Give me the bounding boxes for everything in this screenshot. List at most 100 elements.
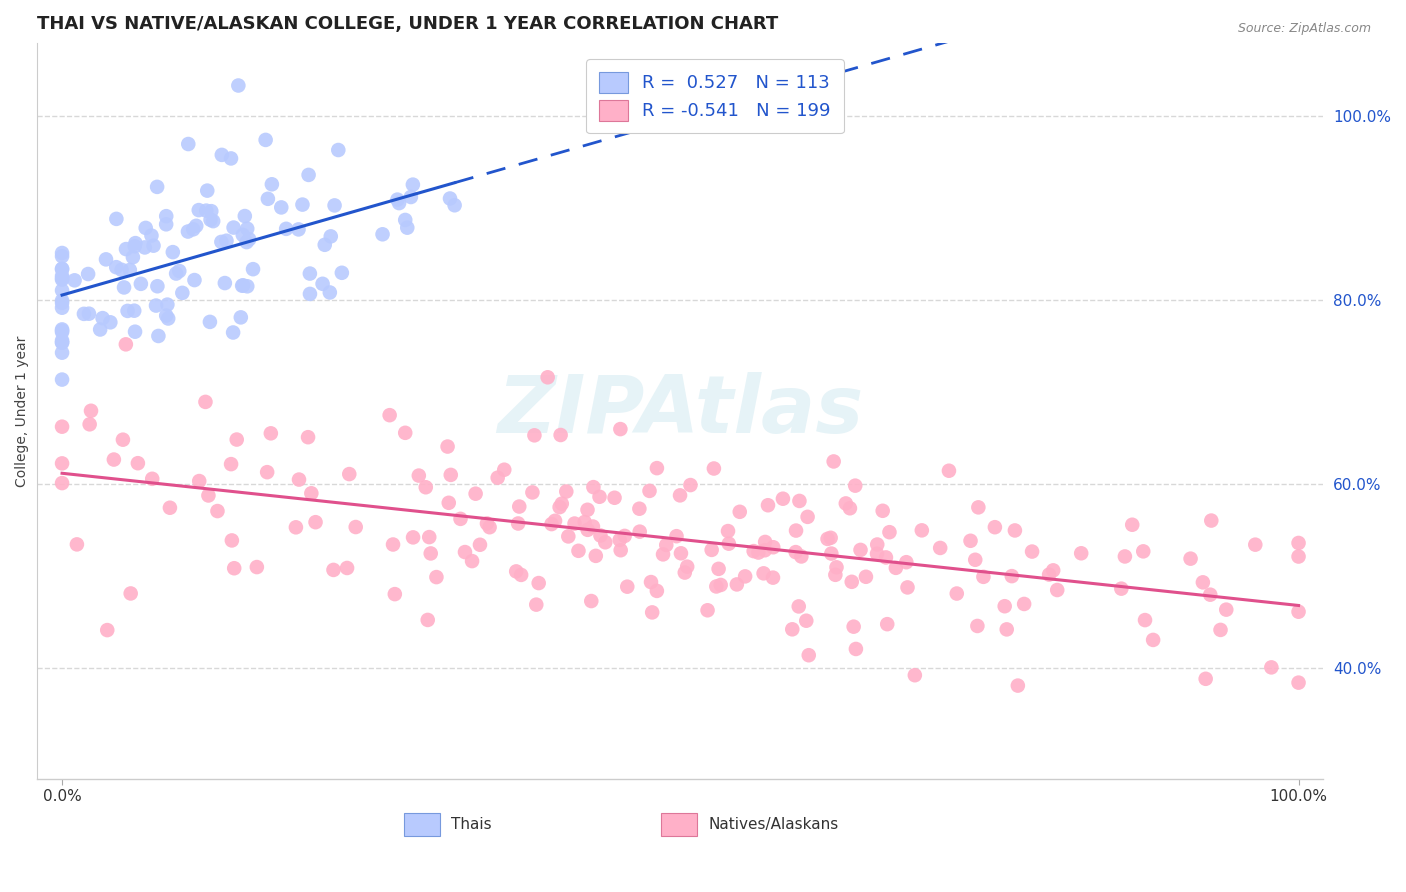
Point bbox=[270, 201, 292, 215]
Point bbox=[967, 500, 990, 515]
Point bbox=[415, 480, 437, 494]
Point bbox=[94, 252, 117, 267]
Point bbox=[238, 232, 260, 246]
Point bbox=[1133, 613, 1156, 627]
Point bbox=[839, 501, 862, 516]
Point bbox=[344, 520, 367, 534]
Point bbox=[387, 193, 409, 207]
Point bbox=[51, 293, 73, 308]
Point bbox=[129, 277, 152, 291]
Point bbox=[291, 197, 314, 211]
Text: ZIPAtlas: ZIPAtlas bbox=[498, 372, 863, 450]
Point bbox=[197, 488, 219, 502]
Point bbox=[51, 271, 73, 285]
Point bbox=[443, 198, 465, 212]
Point bbox=[616, 580, 638, 594]
Point bbox=[378, 408, 401, 422]
Point bbox=[1201, 514, 1223, 528]
Point bbox=[820, 531, 842, 545]
Point bbox=[835, 496, 858, 510]
Point bbox=[510, 568, 533, 582]
Point bbox=[111, 433, 134, 447]
Point bbox=[165, 267, 187, 281]
Point bbox=[246, 560, 269, 574]
Point bbox=[1070, 546, 1092, 560]
Point bbox=[494, 463, 516, 477]
Point bbox=[995, 623, 1018, 637]
Point bbox=[673, 566, 696, 580]
Point bbox=[752, 566, 775, 581]
Point bbox=[66, 537, 89, 551]
Point bbox=[187, 203, 209, 218]
Point bbox=[148, 329, 170, 343]
Point bbox=[436, 440, 458, 454]
Point bbox=[141, 228, 163, 243]
Point bbox=[938, 464, 960, 478]
Point bbox=[402, 178, 425, 192]
Point bbox=[794, 614, 817, 628]
Point bbox=[394, 425, 416, 440]
Point bbox=[98, 315, 121, 329]
Point bbox=[124, 239, 146, 253]
Point bbox=[51, 324, 73, 338]
Point bbox=[450, 512, 472, 526]
Point bbox=[287, 222, 309, 236]
Point bbox=[219, 152, 242, 166]
Point bbox=[1288, 536, 1310, 550]
Point bbox=[382, 537, 405, 551]
Point bbox=[388, 196, 411, 211]
Point bbox=[717, 524, 740, 538]
Point bbox=[77, 267, 100, 281]
Point bbox=[232, 278, 254, 293]
Point bbox=[198, 315, 221, 329]
Point bbox=[762, 571, 785, 585]
Point bbox=[593, 535, 616, 549]
Point bbox=[319, 229, 342, 244]
Point bbox=[710, 578, 733, 592]
Point bbox=[284, 520, 307, 534]
Point bbox=[505, 565, 527, 579]
Point bbox=[145, 299, 167, 313]
Point bbox=[564, 516, 586, 531]
Point bbox=[195, 203, 218, 218]
Point bbox=[319, 285, 342, 300]
Point bbox=[582, 519, 605, 533]
Point bbox=[696, 603, 718, 617]
Point bbox=[841, 574, 863, 589]
Point bbox=[1195, 672, 1218, 686]
Point bbox=[298, 267, 321, 281]
Point bbox=[51, 272, 73, 286]
Point bbox=[589, 528, 612, 542]
Point bbox=[51, 249, 73, 263]
Point bbox=[896, 581, 918, 595]
Point bbox=[51, 335, 73, 350]
Point bbox=[866, 537, 889, 551]
Point bbox=[304, 515, 326, 529]
Point bbox=[122, 250, 145, 264]
Point bbox=[157, 311, 180, 326]
Point bbox=[141, 472, 163, 486]
Point bbox=[609, 533, 631, 547]
Point bbox=[824, 567, 846, 582]
Point bbox=[842, 620, 865, 634]
Point bbox=[115, 337, 138, 351]
Point bbox=[613, 529, 636, 543]
Y-axis label: College, Under 1 year: College, Under 1 year bbox=[15, 335, 30, 486]
Point bbox=[734, 569, 756, 583]
Point bbox=[297, 430, 319, 444]
Point bbox=[299, 486, 322, 500]
FancyBboxPatch shape bbox=[404, 813, 440, 836]
Point bbox=[994, 599, 1017, 614]
Point bbox=[540, 517, 562, 532]
Point bbox=[665, 529, 688, 543]
Point bbox=[475, 516, 498, 531]
Point bbox=[311, 277, 333, 291]
Point bbox=[1209, 623, 1232, 637]
Point bbox=[1199, 588, 1222, 602]
Point bbox=[1215, 602, 1237, 616]
Point bbox=[118, 263, 141, 277]
Point bbox=[817, 532, 839, 546]
Point bbox=[772, 491, 794, 506]
Point bbox=[63, 273, 86, 287]
Point bbox=[89, 322, 111, 336]
